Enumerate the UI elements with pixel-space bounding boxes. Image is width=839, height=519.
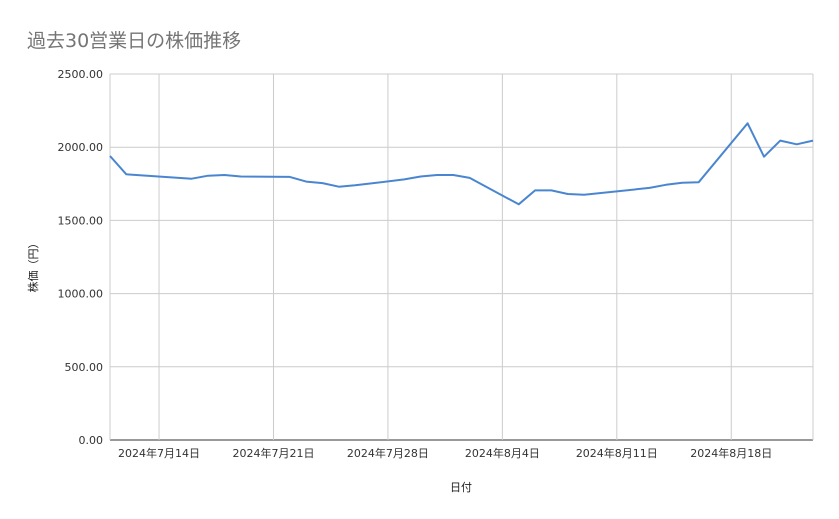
grid-lines xyxy=(109,73,814,441)
axis-labels: 日付 株価（円） 0.00 500.00 1000.00 1500.00 2000.00… xyxy=(26,68,772,494)
x-tick-label: 2024年8月11日 xyxy=(576,446,658,460)
x-axis-title: 日付 xyxy=(450,481,472,494)
y-tick-label: 0.00 xyxy=(79,434,104,447)
y-tick-label: 2500.00 xyxy=(58,68,104,81)
x-tick-label: 2024年7月28日 xyxy=(347,446,429,460)
y-tick-label: 1500.00 xyxy=(58,214,104,227)
y-axis-title: 株価（円） xyxy=(26,238,40,293)
series-line xyxy=(109,122,814,206)
x-tick-label: 2024年7月14日 xyxy=(118,446,200,460)
y-tick-label: 2000.00 xyxy=(58,141,104,154)
y-tick-label: 1000.00 xyxy=(58,288,104,301)
x-tick-label: 2024年8月4日 xyxy=(465,446,540,460)
y-tick-label: 500.00 xyxy=(65,361,104,374)
series-layer xyxy=(109,122,814,206)
x-tick-label: 2024年8月18日 xyxy=(690,446,772,460)
x-tick-label: 2024年7月21日 xyxy=(232,446,314,460)
chart-title: 過去30営業日の株価推移 xyxy=(27,30,242,52)
